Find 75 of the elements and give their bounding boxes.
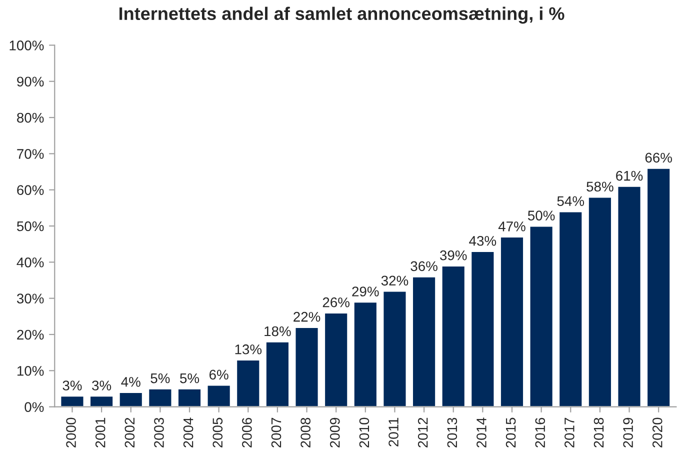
data-label: 5% <box>150 373 170 384</box>
bar <box>500 236 524 407</box>
x-tick-label: 2019 <box>623 418 633 448</box>
x-tick-label: 2010 <box>359 418 370 448</box>
x-tick-label: 2017 <box>564 418 574 448</box>
x-tick-label: 2013 <box>447 418 458 448</box>
x-tick-label: 2005 <box>212 418 223 448</box>
y-tick-label: 60% <box>17 185 44 196</box>
chart-title: Internettets andel af samlet annonceomsætning, i % <box>119 6 564 24</box>
bar <box>148 388 173 407</box>
x-tick-label: 2003 <box>154 418 164 448</box>
x-tick-label: 2018 <box>594 418 604 448</box>
bar <box>118 392 144 407</box>
bar <box>89 395 114 407</box>
bar <box>412 276 436 407</box>
bar <box>528 225 554 407</box>
bar <box>60 395 85 407</box>
data-label: 58% <box>586 182 614 192</box>
data-label: 18% <box>264 326 291 336</box>
y-tick-label: 10% <box>17 366 44 376</box>
bar <box>294 326 320 407</box>
bar <box>177 388 202 407</box>
data-label: 3% <box>62 380 82 390</box>
data-label: 13% <box>235 344 262 354</box>
x-tick-label: 2004 <box>183 418 194 448</box>
x-tick-label: 2020 <box>652 418 662 448</box>
bar <box>470 250 496 407</box>
y-tick-label: 40% <box>16 257 44 268</box>
bar <box>236 359 261 407</box>
data-label: 50% <box>528 210 555 220</box>
data-label: 3% <box>92 380 112 390</box>
y-tick-label: 70% <box>17 149 44 159</box>
x-tick-label: 2007 <box>271 418 282 448</box>
data-label: 5% <box>180 373 200 384</box>
data-label: 39% <box>440 250 467 260</box>
data-label: 22% <box>294 312 320 322</box>
x-tick-label: 2012 <box>418 418 428 448</box>
bar <box>352 301 378 407</box>
bar <box>588 196 612 407</box>
x-tick-label: 2009 <box>330 418 340 448</box>
data-label: 61% <box>616 170 643 181</box>
bar <box>382 290 408 407</box>
bar <box>324 312 349 407</box>
bar <box>558 210 584 407</box>
bar <box>206 384 232 407</box>
y-tick-label: 90% <box>17 76 44 87</box>
x-tick-label: 2002 <box>124 418 135 448</box>
y-tick-label: 80% <box>17 112 44 123</box>
y-tick-label: 50% <box>16 221 44 232</box>
x-tick-label: 2015 <box>506 418 516 448</box>
data-label: 6% <box>209 370 228 380</box>
data-label: 47% <box>498 222 526 232</box>
data-label: 54% <box>557 196 584 206</box>
y-tick-label: 100% <box>10 40 44 50</box>
bar <box>616 186 642 407</box>
data-label: 26% <box>322 297 350 308</box>
data-label: 4% <box>121 377 140 387</box>
y-tick-label: 0% <box>24 402 44 412</box>
x-tick-label: 2000 <box>66 418 76 448</box>
x-tick-label: 2006 <box>242 418 252 448</box>
bar <box>646 167 671 407</box>
bar <box>265 341 290 407</box>
data-label: 29% <box>352 286 379 296</box>
x-tick-label: 2001 <box>95 418 106 448</box>
x-tick-label: 2014 <box>476 418 486 448</box>
data-label: 36% <box>410 261 438 272</box>
x-tick-label: 2008 <box>300 418 310 448</box>
bar <box>440 265 466 407</box>
x-tick-label: 2016 <box>535 418 546 448</box>
data-label: 32% <box>381 276 408 286</box>
y-tick-label: 20% <box>17 330 44 340</box>
x-tick-label: 2011 <box>388 418 398 446</box>
data-label: 66% <box>645 152 672 163</box>
y-tick-label: 30% <box>16 294 44 304</box>
data-label: 43% <box>469 236 496 246</box>
